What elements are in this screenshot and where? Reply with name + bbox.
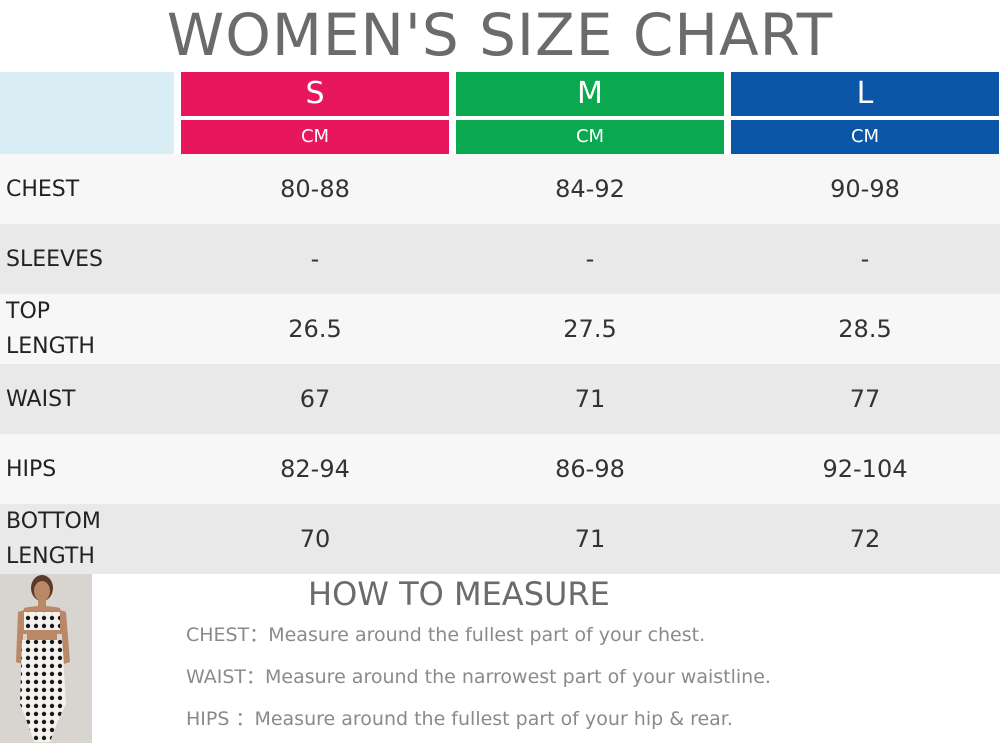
model-photo xyxy=(0,574,92,743)
measure-hips-text: HIPS ：Measure around the fullest part of… xyxy=(186,708,733,730)
measure-waist-text: WAIST：Measure around the narrowest part … xyxy=(186,666,771,688)
row-label: WAIST xyxy=(6,386,76,412)
model-illustration xyxy=(0,574,92,743)
size-unit: CM xyxy=(181,120,449,154)
table-cell: 90-98 xyxy=(830,175,900,203)
table-cell: 27.5 xyxy=(563,315,617,343)
table-cell: 84-92 xyxy=(555,175,625,203)
table-cell: 92-104 xyxy=(822,455,908,483)
size-table: CHEST 80-88 84-92 90-98 SLEEVES - - - TO… xyxy=(0,154,1000,574)
row-label: HIPS xyxy=(6,456,57,482)
size-unit: CM xyxy=(456,120,724,154)
header-corner xyxy=(0,72,174,154)
row-label: SLEEVES xyxy=(6,246,103,272)
table-cell: 86-98 xyxy=(555,455,625,483)
row-label: TOP LENGTH xyxy=(6,299,95,359)
page-title: WOMEN'S SIZE CHART xyxy=(166,1,834,69)
table-cell: 67 xyxy=(299,385,331,413)
table-row: CHEST 80-88 84-92 90-98 xyxy=(0,154,1000,224)
table-row: WAIST 67 71 77 xyxy=(0,364,1000,434)
table-row: SLEEVES - - - xyxy=(0,224,1000,294)
table-cell: - xyxy=(585,245,595,273)
table-cell: 80-88 xyxy=(280,175,350,203)
size-name: S xyxy=(181,72,449,116)
size-name: L xyxy=(731,72,999,116)
measure-chest-text: CHEST：Measure around the fullest part of… xyxy=(186,624,706,646)
table-cell: - xyxy=(310,245,320,273)
table-cell: 82-94 xyxy=(280,455,350,483)
row-label: CHEST xyxy=(6,176,80,202)
row-label: BOTTOM LENGTH xyxy=(6,509,101,569)
table-cell: 26.5 xyxy=(288,315,342,343)
table-cell: 70 xyxy=(299,525,331,553)
size-header-s: S CM xyxy=(181,72,449,154)
table-cell: 72 xyxy=(849,525,881,553)
size-header-l: L CM xyxy=(731,72,999,154)
size-name: M xyxy=(456,72,724,116)
table-cell: 71 xyxy=(574,385,606,413)
table-row: TOP LENGTH 26.5 27.5 28.5 xyxy=(0,294,1000,364)
table-cell: 77 xyxy=(849,385,881,413)
size-unit: CM xyxy=(731,120,999,154)
table-cell: - xyxy=(860,245,870,273)
how-to-measure-title: HOW TO MEASURE xyxy=(308,575,610,613)
table-cell: 28.5 xyxy=(838,315,892,343)
table-cell: 71 xyxy=(574,525,606,553)
table-row: HIPS 82-94 86-98 92-104 xyxy=(0,434,1000,504)
table-row: BOTTOM LENGTH 70 71 72 xyxy=(0,504,1000,574)
size-header-m: M CM xyxy=(456,72,724,154)
